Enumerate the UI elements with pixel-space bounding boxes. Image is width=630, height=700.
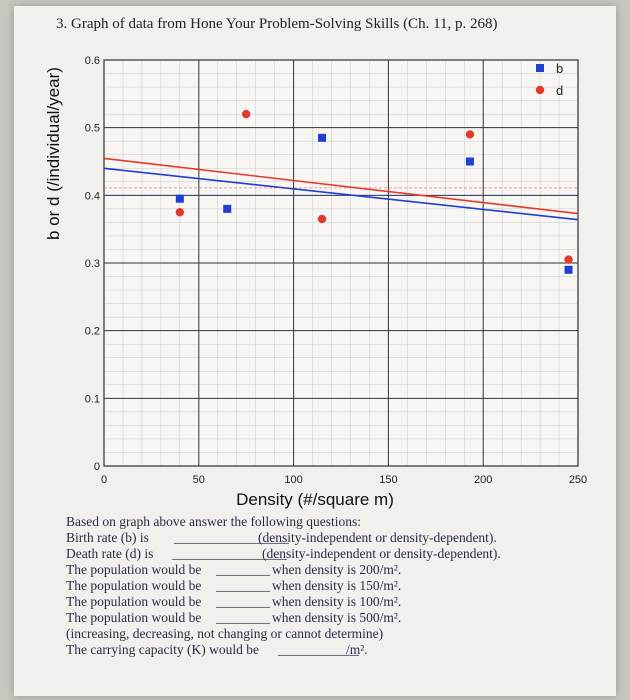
y-tick-label: 0.2: [85, 326, 100, 338]
x-tick-label: 150: [379, 474, 397, 486]
data-point-d: [564, 255, 573, 264]
carrying-capacity-answer-blank[interactable]: ____________: [278, 642, 359, 657]
legend-label-b: b: [556, 61, 563, 76]
population-200-answer-blank[interactable]: ________: [216, 562, 270, 577]
data-point-d: [175, 208, 185, 217]
data-point-b: [175, 194, 184, 203]
death-rate-question: Death rate (d) is _________________ (den…: [66, 546, 501, 561]
data-point-b: [465, 157, 474, 166]
choices-note: (increasing, decreasing, not changing or…: [66, 626, 384, 641]
birth-rate-question: Birth rate (b) is _________________ (den…: [66, 530, 497, 545]
population-150-question: The population would be ________ when de…: [66, 578, 402, 593]
questions-block: Based on graph above answer the followin…: [66, 514, 586, 658]
y-tick-label: 0: [94, 461, 100, 473]
population-150-answer-blank[interactable]: ________: [216, 578, 270, 593]
data-point-d: [242, 109, 251, 119]
y-tick-label: 0.5: [85, 123, 100, 135]
death-rate-answer-blank[interactable]: _________________: [172, 546, 287, 561]
y-tick-label: 0.4: [85, 190, 100, 202]
x-tick-label: 250: [569, 474, 587, 486]
population-500-answer-blank[interactable]: ________: [216, 610, 270, 625]
data-point-b: [318, 133, 327, 142]
population-100-answer-blank[interactable]: ________: [216, 594, 270, 609]
carrying-capacity-question: The carrying capacity (K) would be _____…: [66, 642, 368, 657]
page-title: 3. Graph of data from Hone Your Problem-…: [56, 16, 498, 32]
data-point-d: [317, 214, 327, 224]
y-tick-label: 0.6: [85, 55, 100, 67]
data-point-b: [564, 265, 573, 274]
y-tick-label: 0.1: [85, 393, 100, 405]
x-tick-label: 0: [101, 474, 107, 486]
data-point-d: [465, 130, 475, 139]
trend-line-d: [103, 157, 579, 215]
data-point-b: [223, 204, 232, 213]
birth-rate-answer-blank[interactable]: _________________: [174, 530, 289, 545]
x-tick-label: 200: [474, 474, 492, 486]
y-axis-label: b or d (/individual/year): [44, 67, 63, 240]
legend-marker-d: [535, 85, 545, 95]
population-500-question: The population would be ________ when de…: [66, 610, 402, 625]
legend-marker-b: [536, 64, 544, 72]
legend-label-d: d: [556, 83, 563, 98]
questions-intro: Based on graph above answer the followin…: [66, 514, 362, 529]
x-tick-label: 100: [284, 474, 302, 486]
x-tick-label: 50: [193, 474, 205, 486]
population-100-question: The population would be ________ when de…: [66, 594, 402, 609]
trend-line-b: [103, 167, 579, 221]
population-200-question: The population would be ________ when de…: [66, 562, 402, 577]
x-axis-label: Density (#/square m): [236, 490, 394, 509]
y-tick-label: 0.3: [85, 258, 100, 270]
